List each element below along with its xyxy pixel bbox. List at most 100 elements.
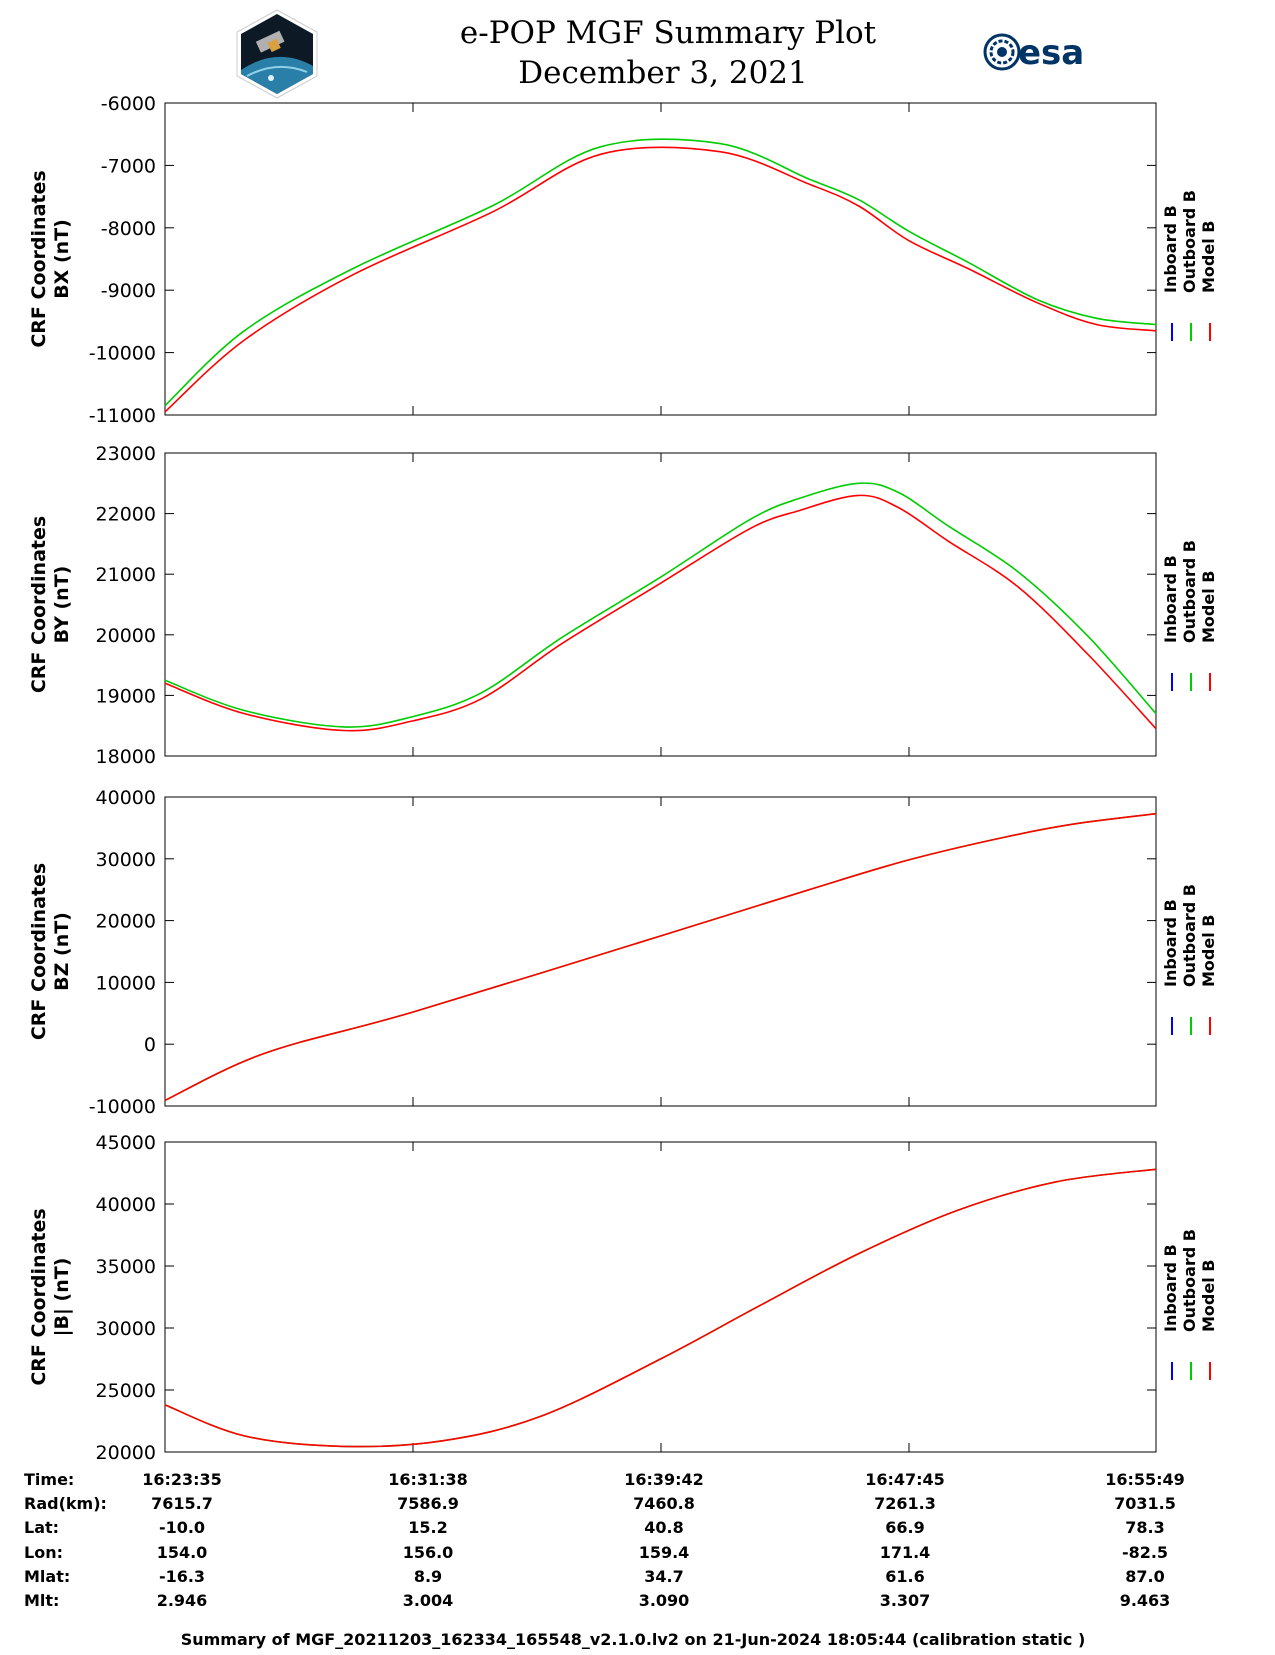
- y-tick-label: 30000: [96, 849, 156, 871]
- ephemeris-value: 3.307: [880, 1591, 931, 1610]
- legend-label: Model B: [1199, 571, 1218, 643]
- legend-label: Inboard B: [1161, 1244, 1180, 1332]
- ephemeris-row-label: Mlat:: [24, 1567, 70, 1586]
- y-tick-label: 22000: [96, 504, 156, 526]
- ephemeris-value: 40.8: [644, 1518, 683, 1537]
- ephemeris-value: 9.463: [1120, 1591, 1171, 1610]
- legend-label: Model B: [1199, 1260, 1218, 1332]
- y-tick-label: 35000: [96, 1256, 156, 1278]
- ephemeris-value: 2.946: [157, 1591, 208, 1610]
- ephemeris-table: Time: Rad(km): Lat: Lon: Mlat: Mlt: 16:23:35 76…: [24, 1470, 1185, 1610]
- y-tick-label: -6000: [101, 93, 156, 115]
- ephemeris-value: 7031.5: [1114, 1494, 1176, 1513]
- ephemeris-value: 16:55:49: [1105, 1470, 1185, 1489]
- y-axis-label-line1: CRF Coordinates: [28, 516, 50, 693]
- y-tick-label: 19000: [96, 685, 156, 707]
- ephemeris-row-label: Lon:: [24, 1543, 63, 1562]
- y-axis-label-line2: BY (nT): [51, 566, 73, 644]
- header: e-POP MGF Summary Plot December 3, 2021 …: [236, 9, 1084, 99]
- y-tick-label: 20000: [96, 625, 156, 647]
- legend-label: Model B: [1199, 915, 1218, 987]
- y-tick-label: -11000: [89, 405, 156, 427]
- ephemeris-value: 66.9: [885, 1518, 924, 1537]
- plot-frame: [164, 796, 1157, 1107]
- ephemeris-value: 16:23:35: [142, 1470, 222, 1489]
- esa-logo-text: esa: [1018, 33, 1084, 73]
- legend-label: Outboard B: [1180, 1229, 1199, 1332]
- ephemeris-value: -16.3: [159, 1567, 205, 1586]
- ephemeris-value: 7615.7: [151, 1494, 213, 1513]
- plot-frame: [164, 452, 1157, 757]
- ephemeris-value: -10.0: [159, 1518, 205, 1537]
- legend-label: Outboard B: [1180, 884, 1199, 987]
- ephemeris-value: 159.4: [639, 1543, 690, 1562]
- y-tick-label: 30000: [96, 1318, 156, 1340]
- ephemeris-value: 16:39:42: [624, 1470, 704, 1489]
- ephemeris-value: 3.004: [403, 1591, 454, 1610]
- y-tick-label: -9000: [101, 280, 156, 302]
- legend-label: Model B: [1199, 221, 1218, 293]
- plot-frame: [164, 102, 1157, 416]
- b-magnitude-panel: 20000 25000 30000 35000 40000 45000 CRF Coordi…: [28, 1132, 1218, 1464]
- plot-title: e-POP MGF Summary Plot: [460, 15, 877, 51]
- ephemeris-value: 8.9: [414, 1567, 442, 1586]
- ephemeris-value: 78.3: [1125, 1518, 1164, 1537]
- y-axis-label-line2: BX (nT): [51, 219, 73, 299]
- ephemeris-value: 16:31:38: [388, 1470, 468, 1489]
- ephemeris-value: 87.0: [1125, 1567, 1164, 1586]
- series-line-model-b: [164, 1168, 1157, 1448]
- y-tick-label: 23000: [96, 443, 156, 465]
- esa-logo: esa: [983, 33, 1084, 73]
- ephemeris-value: 7261.3: [874, 1494, 936, 1513]
- cassiope-logo: [236, 9, 318, 99]
- ephemeris-value: 34.7: [644, 1567, 683, 1586]
- esa-logo-mark: [983, 33, 1021, 71]
- bz-panel: -10000 0 10000 20000 30000 40000 CRF Coordinat…: [28, 787, 1218, 1118]
- y-tick-label: 40000: [96, 1194, 156, 1216]
- footer-summary: Summary of MGF_20211203_162334_165548_v2…: [181, 1630, 1086, 1649]
- bx-panel: -11000 -10000 -9000 -8000 -7000 -6000 CRF Coor…: [28, 93, 1218, 427]
- ephemeris-row-label: Rad(km):: [24, 1494, 107, 1513]
- ephemeris-value: 154.0: [157, 1543, 208, 1562]
- ephemeris-value: 15.2: [408, 1518, 447, 1537]
- series-line-model-b: [164, 812, 1157, 1102]
- y-tick-label: 18000: [96, 746, 156, 768]
- plot-date: December 3, 2021: [518, 55, 808, 91]
- y-tick-label: 20000: [96, 1442, 156, 1464]
- y-tick-label: -7000: [101, 155, 156, 177]
- legend-label: Outboard B: [1180, 190, 1199, 293]
- y-axis-label-line2: |B| (nT): [51, 1258, 73, 1337]
- ephemeris-row-label: Time:: [24, 1470, 74, 1489]
- ephemeris-value: 7586.9: [397, 1494, 459, 1513]
- legend-label: Inboard B: [1161, 555, 1180, 643]
- series-line-outboard-b: [164, 1168, 1157, 1448]
- by-panel: 18000 19000 20000 21000 22000 23000 CRF Coordi…: [28, 443, 1218, 768]
- y-tick-label: 0: [144, 1034, 156, 1056]
- y-tick-label: 10000: [96, 972, 156, 994]
- legend-label: Inboard B: [1161, 899, 1180, 987]
- series-line-outboard-b: [164, 812, 1157, 1102]
- legend-label: Inboard B: [1161, 205, 1180, 293]
- ephemeris-value: 156.0: [403, 1543, 454, 1562]
- ephemeris-row-label: Mlt:: [24, 1591, 59, 1610]
- ephemeris-value: 16:47:45: [865, 1470, 945, 1489]
- y-tick-label: 25000: [96, 1380, 156, 1402]
- y-axis-label-line1: CRF Coordinates: [28, 863, 50, 1040]
- y-tick-label: -10000: [89, 1096, 156, 1118]
- y-axis-label-line1: CRF Coordinates: [28, 170, 50, 347]
- y-tick-label: -10000: [89, 343, 156, 365]
- ephemeris-value: 7460.8: [633, 1494, 695, 1513]
- ephemeris-row-label: Lat:: [24, 1518, 59, 1537]
- y-axis-label-line2: BZ (nT): [51, 912, 73, 991]
- ephemeris-value: 61.6: [885, 1567, 924, 1586]
- series-line-model-b: [164, 494, 1157, 732]
- y-tick-label: -8000: [101, 218, 156, 240]
- y-tick-label: 40000: [96, 787, 156, 809]
- ephemeris-value: 3.090: [639, 1591, 690, 1610]
- y-tick-label: 45000: [96, 1132, 156, 1154]
- y-tick-label: 20000: [96, 911, 156, 933]
- series-line-model-b: [164, 146, 1157, 413]
- series-line-outboard-b: [164, 138, 1157, 407]
